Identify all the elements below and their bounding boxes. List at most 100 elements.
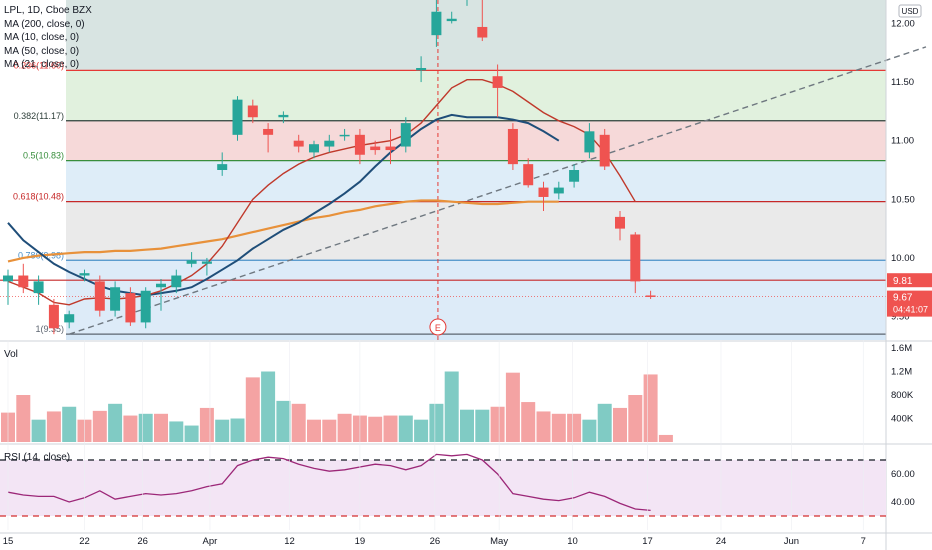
symbol-line[interactable]: LPL, 1D, Cboe BZX bbox=[4, 5, 92, 16]
candle-body bbox=[263, 128, 274, 135]
candle-body bbox=[416, 68, 427, 71]
rsi-tick-label: 60.00 bbox=[891, 469, 915, 480]
candle bbox=[125, 287, 136, 326]
volume-bar bbox=[368, 416, 383, 442]
candle-body bbox=[523, 164, 534, 186]
volume-bar bbox=[582, 419, 597, 442]
volume-bar bbox=[475, 409, 490, 442]
volume-bar bbox=[31, 419, 46, 442]
candle bbox=[416, 56, 427, 83]
candle-body bbox=[79, 273, 90, 276]
fib-band bbox=[66, 70, 886, 121]
indicator-ma21[interactable]: MA (21, close, 0) bbox=[4, 59, 80, 70]
x-tick-label: May bbox=[490, 536, 508, 547]
candle-body bbox=[201, 261, 212, 264]
candle bbox=[615, 211, 625, 241]
candle-body bbox=[48, 304, 59, 329]
candle-body bbox=[18, 275, 29, 288]
candle-body bbox=[324, 140, 335, 147]
fib-band bbox=[66, 201, 886, 261]
volume-bar bbox=[62, 406, 77, 442]
volume-bar bbox=[398, 415, 413, 442]
candle-body bbox=[278, 114, 289, 118]
candle bbox=[584, 123, 595, 159]
fib-band bbox=[66, 120, 886, 161]
candle-body bbox=[492, 76, 503, 88]
candle bbox=[64, 310, 75, 329]
candle-body bbox=[538, 187, 549, 197]
rsi-pane-label: RSI (14, close) bbox=[4, 452, 71, 463]
volume-bar bbox=[429, 403, 444, 442]
x-tick-label: 10 bbox=[567, 536, 578, 547]
candle-body bbox=[400, 123, 411, 147]
candle bbox=[79, 269, 90, 282]
volume-bar bbox=[628, 395, 643, 442]
currency-label: USD bbox=[902, 7, 919, 16]
candle-body bbox=[599, 134, 610, 167]
candle-body bbox=[140, 290, 151, 323]
candles bbox=[3, 0, 656, 335]
candle bbox=[156, 279, 166, 311]
candle-body bbox=[553, 187, 564, 194]
rsi-pane bbox=[0, 453, 886, 517]
candle bbox=[492, 64, 503, 118]
x-tick-label: 15 bbox=[3, 536, 14, 547]
volume-bar bbox=[230, 418, 245, 442]
candle-body bbox=[431, 11, 442, 36]
volume-bar bbox=[46, 411, 61, 442]
candle-body bbox=[354, 134, 365, 155]
candle-body bbox=[186, 260, 197, 264]
candle-body bbox=[94, 281, 105, 311]
candle-body bbox=[630, 234, 641, 282]
last-price-badge bbox=[887, 290, 932, 317]
candle-body bbox=[446, 18, 457, 22]
indicator-ma50[interactable]: MA (50, close, 0) bbox=[4, 45, 80, 57]
volume-tick-label: 800K bbox=[891, 390, 914, 401]
fib-band bbox=[66, 260, 886, 335]
price-tick-label: 9.50 bbox=[891, 312, 910, 323]
volume-bar bbox=[199, 407, 214, 442]
volume-bar bbox=[658, 434, 673, 442]
fib-band-bottom bbox=[66, 334, 886, 340]
candle bbox=[569, 164, 580, 188]
candle bbox=[400, 117, 411, 153]
candle-body bbox=[385, 146, 396, 151]
x-tick-label: 12 bbox=[284, 536, 295, 547]
candle-body bbox=[3, 275, 13, 282]
volume-bar bbox=[215, 419, 230, 442]
volume-bar bbox=[307, 419, 321, 442]
indicator-ma200[interactable]: MA (200, close, 0) bbox=[4, 18, 85, 30]
candle bbox=[553, 181, 564, 200]
level-price-label: 9.81 bbox=[893, 276, 913, 287]
indicator-ma10[interactable]: MA (10, close, 0) bbox=[4, 32, 80, 43]
fib-level-label: 1(9.35) bbox=[35, 324, 64, 334]
volume-bar bbox=[169, 421, 184, 442]
candle bbox=[354, 128, 365, 165]
candle-body bbox=[110, 287, 121, 311]
volume-bar bbox=[414, 419, 429, 442]
volume-tick-label: 1.6M bbox=[891, 343, 912, 354]
price-tick-label: 11.50 bbox=[891, 77, 914, 88]
fib-level-label: 0.382(11.17) bbox=[14, 111, 64, 121]
x-tick-label: 26 bbox=[137, 536, 148, 547]
candle bbox=[309, 140, 319, 159]
candle bbox=[446, 11, 457, 24]
candle bbox=[171, 269, 182, 294]
candle-body bbox=[125, 293, 136, 323]
candle bbox=[431, 0, 442, 47]
candle bbox=[247, 99, 258, 124]
bar-countdown-label: 04:41:07 bbox=[893, 305, 928, 315]
level-price-badge bbox=[887, 273, 932, 288]
rsi-tick-label: 40.00 bbox=[891, 497, 915, 508]
volume-bar bbox=[138, 413, 153, 442]
volume-bar bbox=[123, 415, 138, 442]
volume-tick-label: 400K bbox=[891, 414, 914, 425]
candle bbox=[599, 128, 610, 170]
x-tick-label: 26 bbox=[430, 536, 441, 547]
volume-bar bbox=[597, 403, 612, 442]
volume-bar bbox=[521, 402, 536, 442]
x-tick-label: 17 bbox=[642, 536, 653, 547]
earnings-marker-label: E bbox=[435, 323, 441, 333]
